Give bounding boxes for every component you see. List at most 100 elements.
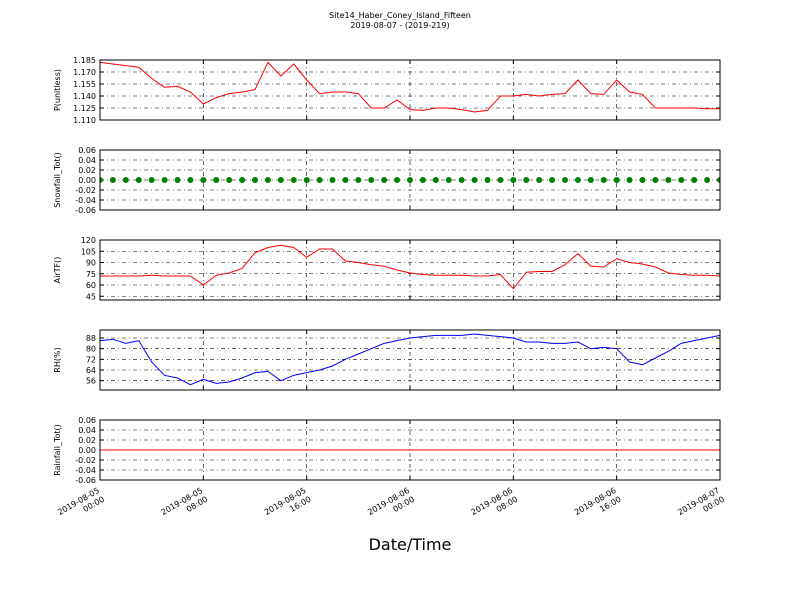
y-tick-label: 56: [86, 377, 96, 386]
data-point: [471, 177, 478, 183]
data-point: [497, 177, 504, 183]
y-tick-label: -0.02: [75, 456, 96, 465]
y-axis-label: Snowfall_Tot(): [53, 152, 62, 208]
y-tick-label: 88: [86, 334, 96, 343]
y-tick-label: 80: [86, 345, 96, 354]
data-point: [329, 177, 336, 183]
data-point: [562, 177, 568, 183]
y-axis-label: P(unitless): [53, 69, 62, 111]
data-point: [161, 177, 168, 183]
data-point: [691, 177, 698, 183]
data-point: [277, 177, 284, 183]
y-axis-label: Rainfall_Tot(): [53, 424, 62, 476]
data-point: [717, 177, 720, 183]
y-tick-label: 1.125: [73, 104, 96, 113]
data-point: [239, 177, 246, 183]
y-tick-label: 1.185: [73, 56, 96, 65]
plot-frame: [99, 239, 721, 301]
x-tick-label: 2019-08-0616:00: [573, 486, 623, 526]
plot-frame: [99, 149, 721, 211]
data-point: [355, 177, 362, 183]
y-tick-label: 72: [86, 355, 96, 364]
data-point: [549, 177, 556, 183]
y-tick-label: -0.02: [75, 186, 96, 195]
plot-area: [100, 333, 720, 386]
x-tick-label: 2019-08-0500:00: [56, 486, 106, 526]
data-point: [639, 177, 646, 183]
data-point: [536, 177, 543, 183]
data-point: [523, 177, 530, 183]
x-tick-label: 2019-08-0600:00: [366, 486, 416, 526]
data-point: [510, 177, 517, 183]
y-tick-label: 1.110: [73, 116, 96, 125]
y-tick-label: 60: [86, 281, 96, 290]
y-tick-label: 0.06: [78, 416, 96, 425]
plot-area: [100, 61, 720, 113]
data-point: [174, 177, 181, 183]
data-point: [290, 177, 297, 183]
y-tick-label: 1.155: [73, 80, 96, 89]
data-line: [100, 333, 720, 386]
data-point: [100, 177, 103, 183]
plot-frame: [99, 59, 721, 121]
x-tick-label: 2019-08-0508:00: [160, 486, 210, 526]
data-point: [704, 177, 711, 183]
y-tick-label: 45: [86, 292, 96, 301]
data-point: [574, 177, 581, 183]
y-tick-label: 75: [86, 270, 96, 279]
y-tick-label: 1.140: [73, 92, 96, 101]
y-tick-label: 0.02: [78, 166, 96, 175]
data-point: [419, 177, 426, 183]
data-point: [613, 177, 620, 183]
data-point: [652, 177, 659, 183]
x-tick-label: 2019-08-0516:00: [263, 486, 313, 526]
y-tick-label: 0.04: [78, 156, 96, 165]
data-point: [342, 177, 349, 183]
x-tick-label: 2019-08-0700:00: [676, 486, 726, 526]
data-point: [626, 177, 633, 183]
y-tick-label: 0.04: [78, 426, 96, 435]
data-line: [100, 61, 720, 113]
y-tick-label: -0.06: [75, 206, 96, 215]
data-point: [407, 177, 413, 183]
data-point: [135, 177, 142, 183]
y-tick-label: -0.04: [75, 466, 96, 475]
data-point: [264, 177, 271, 183]
y-axis-label: RH(%): [53, 347, 62, 372]
data-point: [587, 177, 594, 183]
data-point: [200, 177, 207, 183]
x-tick-label: 2019-08-0608:00: [470, 486, 520, 526]
data-point: [109, 177, 116, 183]
subtitle: 2019-08-07 - (2019-219): [350, 21, 449, 30]
data-point: [600, 177, 607, 183]
data-line: [100, 244, 720, 290]
data-point: [368, 177, 375, 183]
data-point: [484, 177, 491, 183]
y-tick-label: 0.00: [78, 176, 96, 185]
data-point: [381, 177, 388, 183]
y-tick-label: 120: [81, 236, 96, 245]
y-tick-label: 1.170: [73, 68, 96, 77]
data-point: [187, 177, 194, 183]
y-tick-label: 0.02: [78, 436, 96, 445]
data-point: [213, 177, 220, 183]
data-point: [458, 177, 465, 183]
data-point: [445, 177, 452, 183]
plot-frame: [99, 329, 721, 391]
data-point: [303, 177, 310, 183]
data-point: [148, 177, 155, 183]
y-tick-label: 105: [81, 247, 96, 256]
y-tick-label: 0.00: [78, 446, 96, 455]
y-tick-label: 0.06: [78, 146, 96, 155]
y-tick-label: 64: [86, 366, 96, 375]
y-tick-label: 90: [86, 259, 96, 268]
plot-frame: [99, 419, 721, 481]
data-point: [122, 177, 129, 183]
y-axis-label: AirTF(): [53, 257, 62, 284]
data-point: [226, 177, 233, 183]
data-point: [252, 177, 258, 183]
y-tick-label: -0.04: [75, 196, 96, 205]
y-tick-label: -0.06: [75, 476, 96, 485]
data-point: [316, 177, 323, 183]
